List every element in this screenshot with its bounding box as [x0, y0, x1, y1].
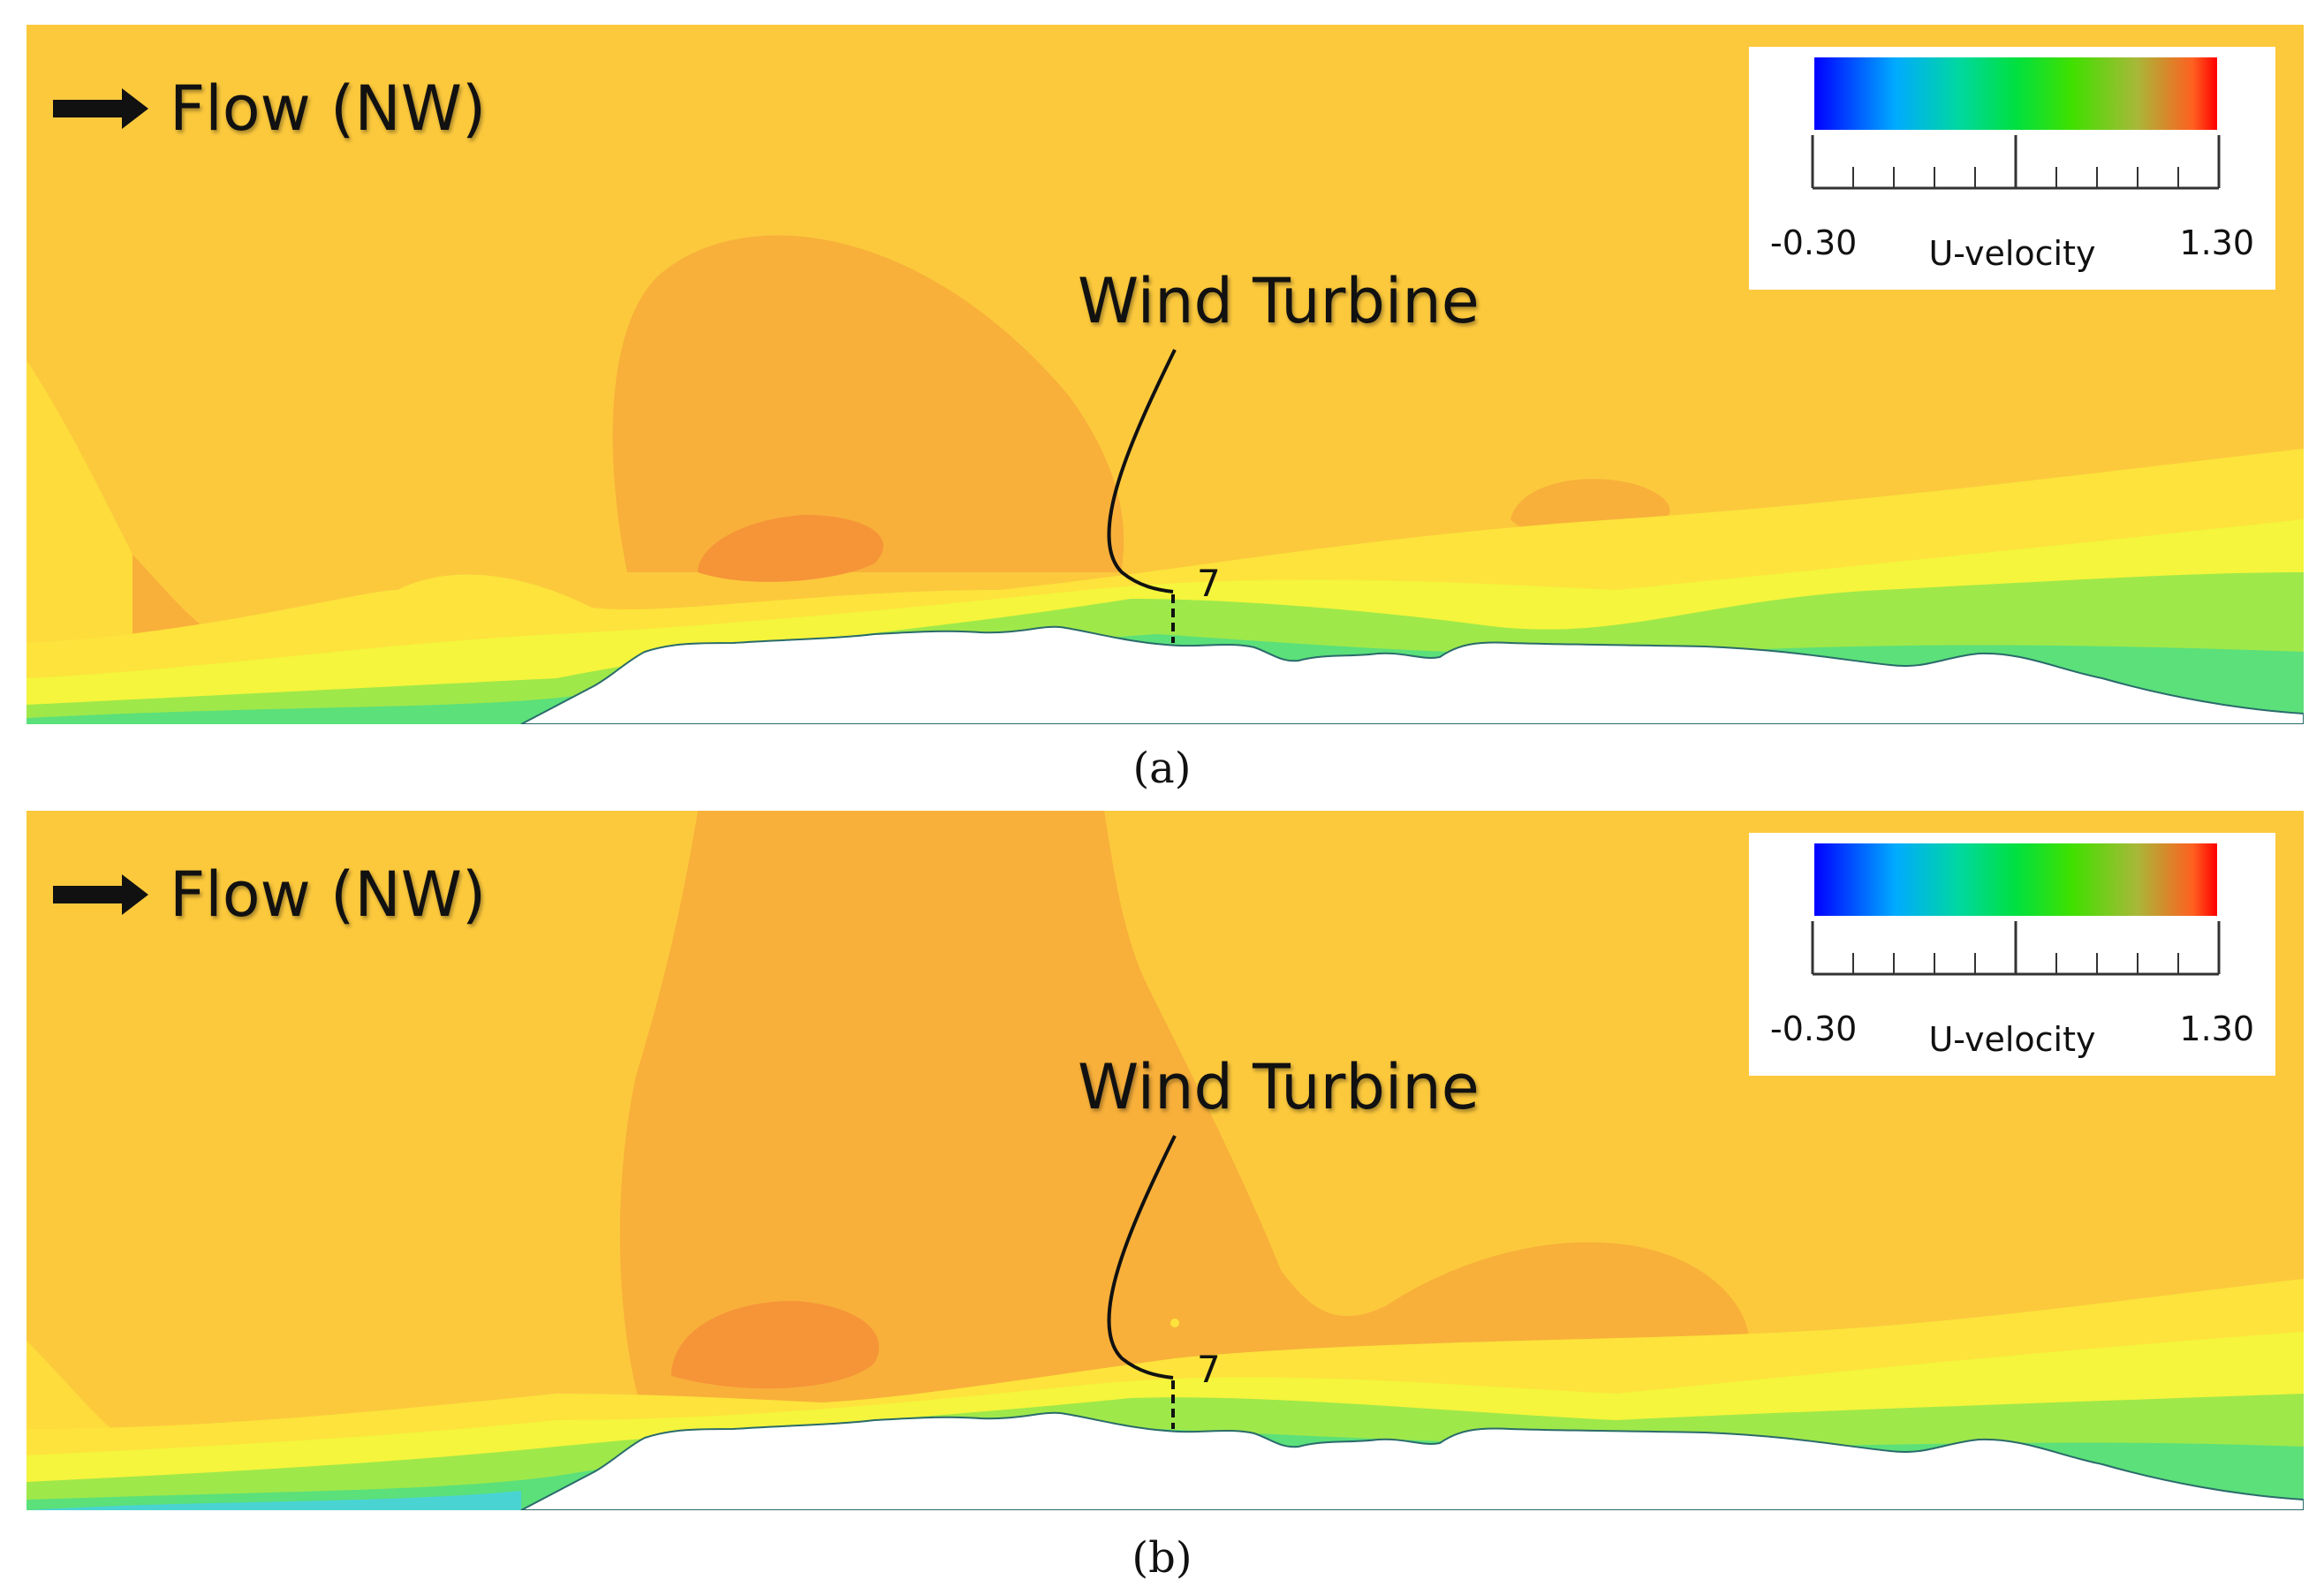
legend-max-value: 1.30 — [2179, 223, 2254, 262]
strong-wake-region — [698, 515, 884, 582]
strong-wake-region — [671, 1301, 880, 1389]
turbine-number: 7 — [1197, 1348, 1221, 1391]
legend-title: U-velocity — [1928, 1020, 2096, 1059]
turbine-number: 7 — [1197, 562, 1221, 605]
legend-min-value: -0.30 — [1770, 1009, 1858, 1048]
wind-turbine-label: Wind Turbine — [1078, 265, 1480, 337]
caption-b: (b) — [1132, 1533, 1192, 1583]
flow-direction-label: Flow (NW) — [53, 60, 486, 157]
legend-tick-marks — [1811, 135, 2221, 190]
turbine-annotation — [1107, 349, 1177, 643]
caption-a: (a) — [1132, 744, 1192, 793]
flow-text: Flow (NW) — [170, 858, 487, 931]
flow-direction-label: Flow (NW) — [53, 846, 486, 943]
flow-text: Flow (NW) — [170, 72, 487, 145]
legend-title: U-velocity — [1928, 234, 2096, 273]
legend-color-bar — [1814, 57, 2217, 130]
contour-panel-a: Flow (NW) Wind Turbine 7 -0.30 U-velocit… — [26, 25, 2304, 724]
legend-min-value: -0.30 — [1770, 223, 1858, 262]
turbine-annotation — [1107, 1135, 1177, 1429]
legend-color-bar — [1814, 843, 2217, 916]
terrain — [520, 1411, 2304, 1510]
arrow-right-icon — [53, 874, 148, 915]
contour-panel-b: Flow (NW) Wind Turbine 7 -0.30 U-velocit… — [26, 811, 2304, 1510]
color-legend: -0.30 U-velocity 1.30 — [1749, 833, 2275, 1076]
wake-region — [619, 811, 1749, 1420]
near-ground-region — [26, 1491, 521, 1510]
legend-max-value: 1.30 — [2179, 1009, 2254, 1048]
wake-region — [612, 235, 1124, 572]
turbine-leader-line — [1107, 349, 1177, 593]
wind-turbine-label: Wind Turbine — [1078, 1051, 1480, 1123]
color-legend: -0.30 U-velocity 1.30 — [1749, 47, 2275, 290]
legend-tick-marks — [1811, 921, 2221, 976]
turbine-leader-line — [1107, 1135, 1177, 1380]
terrain — [520, 625, 2304, 724]
arrow-right-icon — [53, 88, 148, 129]
